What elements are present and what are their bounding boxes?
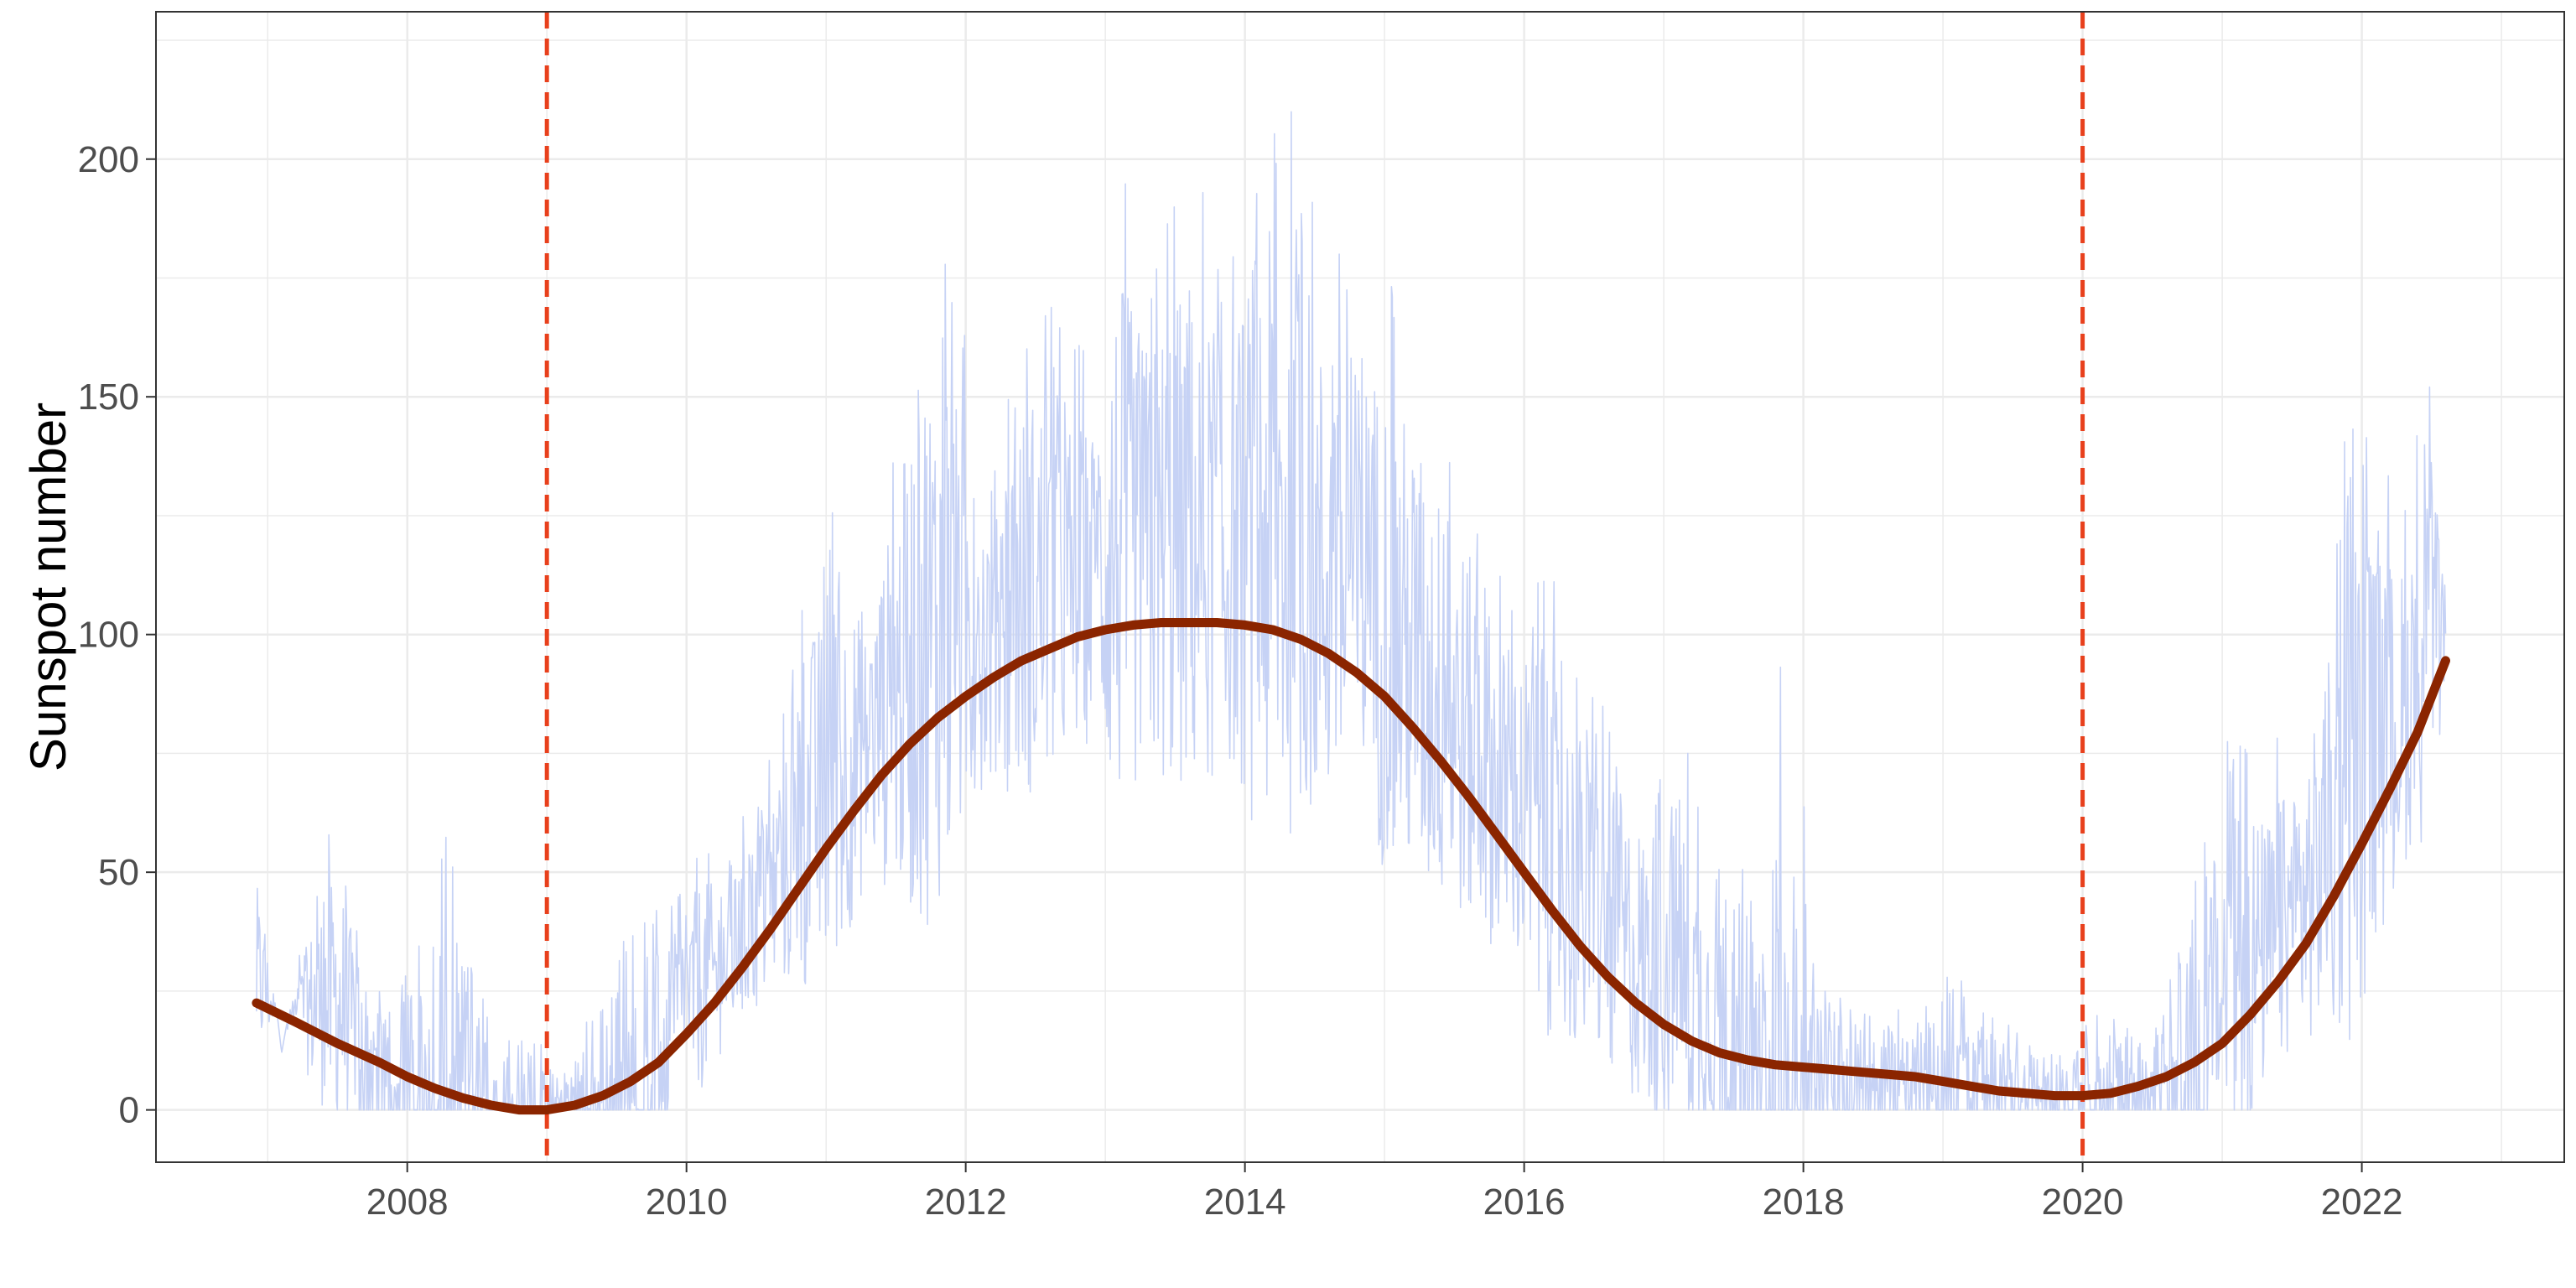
smoothed-cycle-series xyxy=(252,618,2450,1115)
x-tick-label: 2010 xyxy=(646,1182,728,1223)
y-axis-title: Sunspot number xyxy=(20,402,76,771)
x-tick-label: 2008 xyxy=(366,1182,449,1223)
y-tick-label: 50 xyxy=(98,852,139,893)
y-axis: 0 50 100 150 200 xyxy=(78,139,156,1131)
x-tick-label: 2012 xyxy=(925,1182,1007,1223)
x-tick-label: 2018 xyxy=(1763,1182,1845,1223)
panel-border xyxy=(155,11,2565,1163)
x-tick-label: 2022 xyxy=(2321,1182,2403,1223)
x-tick-label: 2016 xyxy=(1483,1182,1566,1223)
y-tick-label: 200 xyxy=(78,139,139,180)
y-tick-label: 0 xyxy=(119,1090,139,1131)
y-tick-label: 100 xyxy=(78,615,139,656)
x-tick-label: 2014 xyxy=(1204,1182,1286,1223)
cycle-minimum-lines xyxy=(544,12,2085,1162)
minor-gridlines xyxy=(156,12,2564,1162)
x-axis: 2008 2010 2012 2014 2016 2018 2020 2022 xyxy=(366,1162,2403,1223)
x-tick-label: 2020 xyxy=(2042,1182,2124,1223)
y-tick-label: 150 xyxy=(78,377,139,418)
smoothed-curve xyxy=(252,618,2450,1115)
